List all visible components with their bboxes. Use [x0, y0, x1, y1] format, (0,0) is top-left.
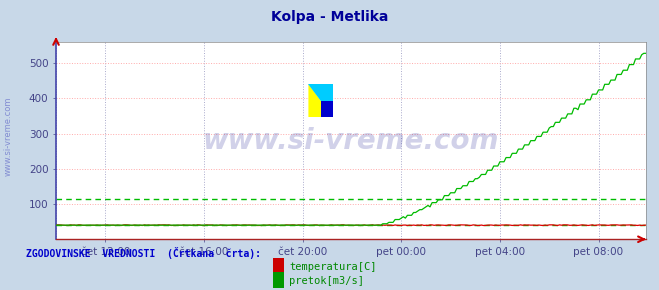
Text: ZGODOVINSKE  VREDNOSTI  (Črtkana  črta):: ZGODOVINSKE VREDNOSTI (Črtkana črta): — [26, 247, 262, 259]
Text: www.si-vreme.com: www.si-vreme.com — [3, 97, 13, 176]
Text: www.si-vreme.com: www.si-vreme.com — [203, 127, 499, 155]
Text: Kolpa - Metlika: Kolpa - Metlika — [271, 10, 388, 24]
Text: temperatura[C]: temperatura[C] — [289, 262, 377, 272]
Polygon shape — [308, 84, 333, 117]
Bar — [321, 101, 333, 117]
Text: pretok[m3/s]: pretok[m3/s] — [289, 276, 364, 286]
Polygon shape — [308, 84, 333, 117]
